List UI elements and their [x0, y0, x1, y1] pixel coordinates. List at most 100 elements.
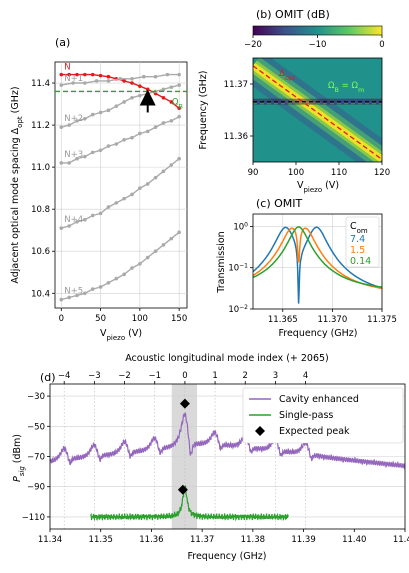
- panel-c-plot-area: [253, 226, 382, 304]
- panel-d-legend-box: [242, 387, 404, 444]
- colorbar-ticks: −20 −10 0: [244, 35, 385, 50]
- heatmap-bands: [253, 58, 382, 162]
- delta-opt-annotation: Δopt: [279, 69, 296, 82]
- panel-a-grid: [55, 62, 187, 308]
- data-point: [75, 119, 79, 123]
- panel-c-legend-box: [345, 216, 380, 268]
- data-point: [114, 104, 119, 108]
- panel-c-label: (c) OMIT: [256, 197, 303, 210]
- data-point: [98, 73, 103, 78]
- panel-d: Acoustic longitudinal mode index (+ 2065…: [12, 353, 409, 562]
- y-tick-label: 100: [233, 221, 248, 233]
- data-point: [145, 91, 150, 96]
- data-point: [122, 272, 126, 277]
- x-tick-label: 100: [288, 168, 304, 178]
- data-point: [122, 100, 126, 104]
- panel-c-ticks: 11.365 11.370 11.375 100 10−1 10−2: [228, 221, 397, 325]
- y-tick-label: 10.6: [31, 247, 50, 257]
- panel-c-xlabel: Frequency (GHz): [278, 328, 357, 339]
- data-point: [90, 72, 95, 77]
- data-point: [106, 280, 111, 285]
- data-point: [98, 110, 103, 115]
- data-point: [130, 192, 134, 197]
- data-point: [161, 95, 166, 100]
- data-point: [98, 285, 103, 289]
- data-point: [83, 291, 87, 296]
- data-point: [83, 72, 87, 77]
- x-tick-label: 50: [95, 314, 106, 324]
- data-point: [122, 196, 126, 201]
- x-tick-label: 11.35: [89, 535, 113, 545]
- y-tick-label: −90: [27, 483, 45, 493]
- mode-label-2: N+2: [64, 114, 83, 124]
- x-tick-label: 11.370: [318, 315, 348, 325]
- panel-c-frame: [252, 213, 383, 310]
- data-point: [169, 85, 174, 90]
- y-tick-label: 10−1: [228, 262, 248, 274]
- data-point: [130, 95, 134, 100]
- x-tick-label: 11.37: [190, 535, 214, 545]
- data-point: [114, 276, 119, 281]
- x-tick-label: 0: [59, 314, 64, 324]
- data-point: [114, 201, 119, 205]
- x-tick-label: 90: [248, 168, 259, 178]
- panel-b-heatmap: [253, 58, 382, 162]
- data-point: [153, 74, 158, 79]
- data-point: [75, 72, 79, 77]
- series-line-n-plus-5: [61, 231, 180, 301]
- omega-equal-annotation: ΩB = Ωm: [328, 81, 364, 94]
- transmission-curve-0-14: [253, 226, 382, 288]
- data-point: [145, 255, 150, 260]
- y-tick-label: 11.2: [31, 121, 50, 131]
- panel-a-ylabel: Adjacent optical mode spacing Δopt (GHz): [10, 86, 24, 283]
- panel-d-xlabel: Frequency (GHz): [187, 551, 266, 562]
- data-point: [122, 79, 126, 83]
- panel-a-xlabel: Vpiezo (V): [100, 328, 142, 342]
- x-tick-label: 11.38: [241, 535, 265, 545]
- y-tick-label: −30: [27, 392, 45, 402]
- data-point: [169, 236, 174, 241]
- panel-c-ylabel: Transmission: [216, 231, 227, 293]
- data-point: [98, 211, 103, 216]
- panel-a-plot-area: NN+1 N+2 N+3 N+4 N+5 ΩB: [55, 63, 187, 302]
- panel-c: (c) OMIT 11.365 11.370 11.375 100 10−1 10−2 C…: [216, 197, 397, 339]
- top-tick-label: 0: [182, 371, 187, 381]
- colorbar-tick-label: −20: [244, 40, 262, 50]
- y-tick-label: 10−2: [228, 304, 248, 316]
- data-point: [114, 142, 119, 146]
- colorbar-tick-label: −10: [309, 40, 327, 50]
- legend-item-1-5: 1.5: [350, 245, 365, 256]
- panel-c-legend: Com 7.4 1.5 0.14: [345, 216, 380, 268]
- mode-label-3: N+3: [64, 150, 83, 160]
- panel-d-legend: Cavity enhanced Single-pass Expected pea…: [242, 387, 404, 444]
- data-point: [75, 219, 79, 224]
- cavity-enhanced-line: [50, 412, 405, 470]
- data-point: [67, 72, 71, 77]
- colorbar: [252, 25, 383, 36]
- data-point: [67, 224, 71, 228]
- data-point: [90, 213, 95, 218]
- data-point: [59, 83, 64, 87]
- colorbar-tick-label: 0: [379, 40, 384, 50]
- legend-expected-peak: Expected peak: [279, 426, 350, 437]
- series-line-n-plus-2: [61, 84, 180, 128]
- data-point: [177, 114, 181, 119]
- data-point: [71, 81, 75, 85]
- top-tick-label: 4: [303, 371, 308, 381]
- data-point: [153, 175, 158, 180]
- data-point: [161, 87, 166, 92]
- data-point: [106, 79, 111, 83]
- data-point: [169, 100, 174, 104]
- data-point: [106, 74, 111, 79]
- data-point: [161, 243, 166, 247]
- panel-b-label: (b) OMIT (dB): [256, 8, 330, 21]
- series-line-n-plus-4: [61, 158, 180, 229]
- panel-d-ticks: 11.34 11.35 11.36 11.37 11.38 11.39 11.40 11.41…: [22, 371, 409, 545]
- x-tick-label: 11.34: [38, 535, 62, 545]
- legend-cavity-enhanced: Cavity enhanced: [279, 394, 359, 405]
- y-tick-label: 11.0: [31, 163, 50, 173]
- data-point: [153, 125, 158, 129]
- panel-a-label: (a): [55, 36, 70, 49]
- legend-title-com: Com: [350, 221, 368, 235]
